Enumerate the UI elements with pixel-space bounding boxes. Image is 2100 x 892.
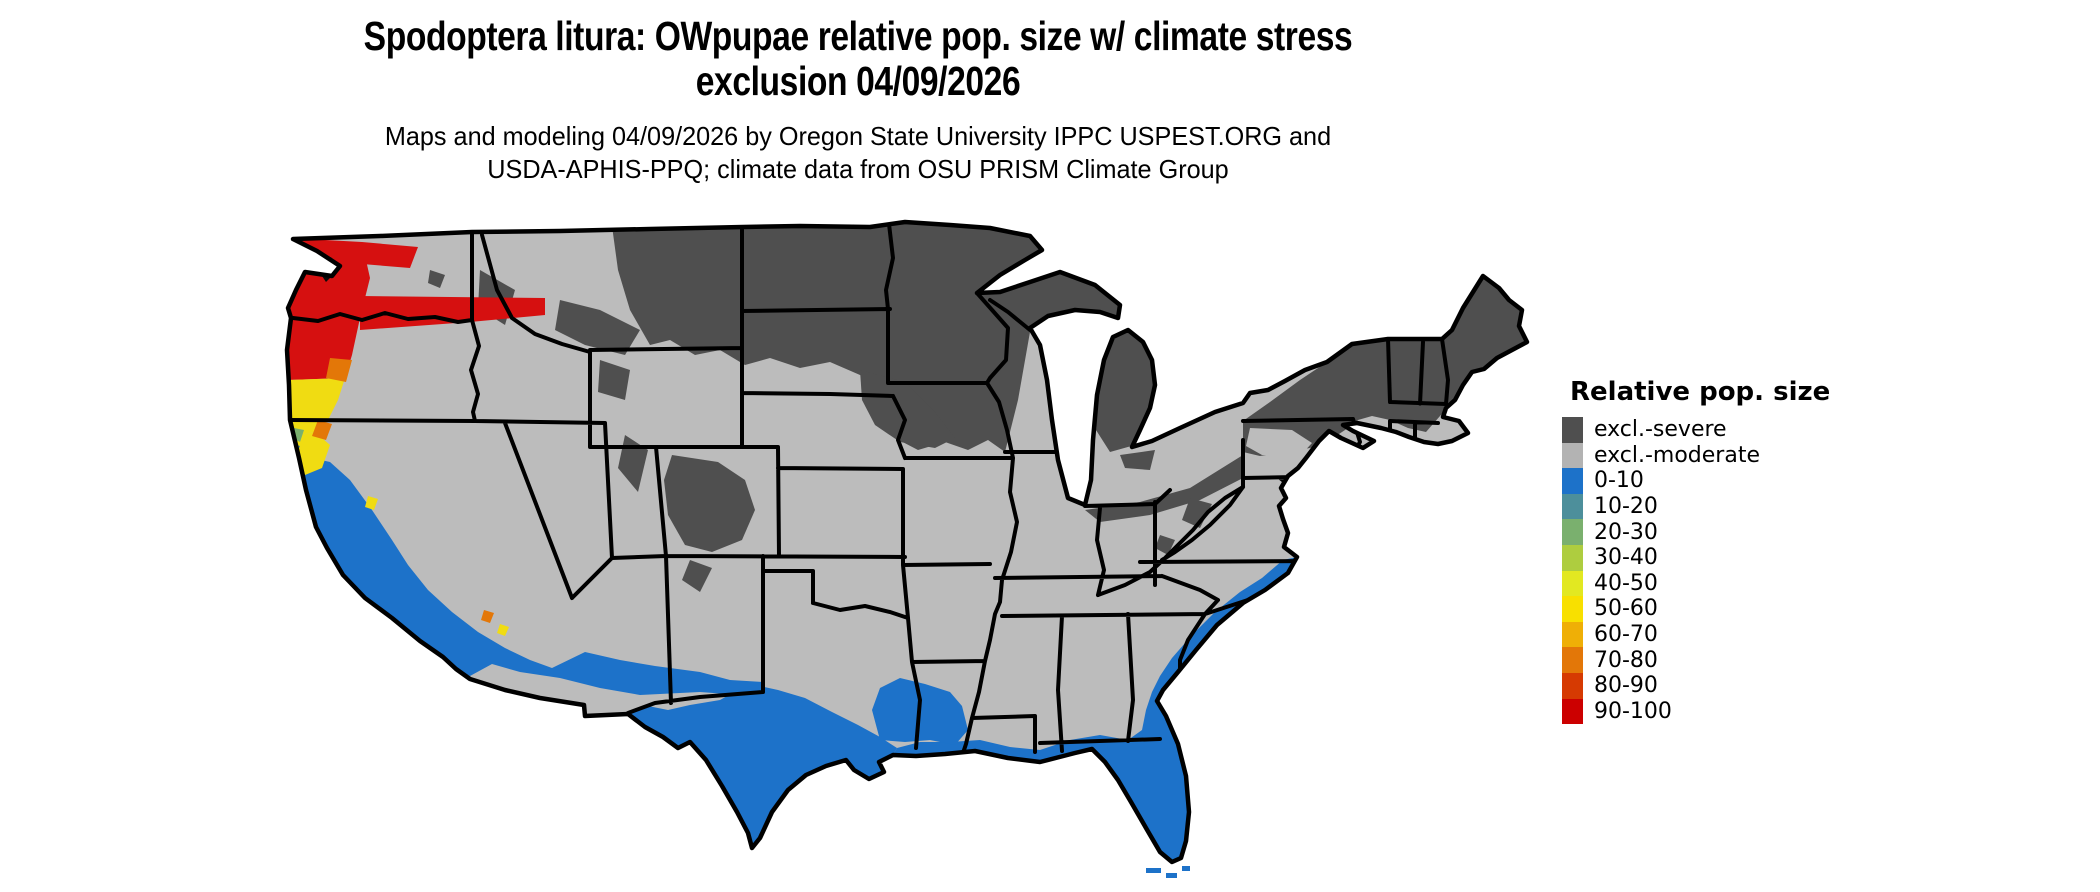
legend-label: excl.-moderate [1594, 442, 1760, 468]
legend-row: 50-60 [1562, 596, 1830, 622]
legend-swatch-excl-severe [1562, 417, 1583, 443]
map-subtitle-line2: USDA-APHIS-PPQ; climate data from OSU PR… [487, 154, 1229, 184]
map-title-line2: exclusion 04/09/2026 [695, 58, 1021, 104]
legend-swatch-0-10 [1562, 468, 1583, 494]
legend-label: 60-70 [1594, 622, 1658, 648]
legend-swatch-70-80 [1562, 647, 1583, 673]
legend-row: 60-70 [1562, 621, 1830, 648]
legend-swatch-50-60 [1562, 596, 1583, 622]
legend-row: excl.-moderate [1562, 442, 1830, 469]
map-subtitle-line1: Maps and modeling 04/09/2026 by Oregon S… [384, 121, 1332, 151]
moderate-patches [474, 428, 1312, 632]
legend-row: excl.-severe [1562, 417, 1830, 443]
legend-swatch-30-40 [1562, 544, 1583, 571]
legend-label: 10-20 [1594, 494, 1658, 520]
legend: Relative pop. size excl.-severe excl.-mo… [1562, 377, 1831, 725]
legend-label: 20-30 [1594, 519, 1658, 545]
legend-label: 70-80 [1594, 647, 1658, 673]
legend-label: 0-10 [1594, 468, 1644, 494]
legend-row: 10-20 [1562, 493, 1830, 520]
legend-swatch-80-90 [1562, 672, 1583, 699]
legend-row: 80-90 [1562, 672, 1830, 699]
header: Spodoptera litura: OWpupae relative pop.… [0, 14, 1716, 186]
legend-row: 30-40 [1562, 544, 1830, 571]
legend-swatch-90-100 [1562, 698, 1583, 725]
florida-keys [1146, 866, 1190, 878]
legend-row: 20-30 [1562, 519, 1830, 545]
legend-row: 40-50 [1562, 570, 1830, 597]
legend-label: 50-60 [1594, 596, 1658, 622]
legend-swatch-20-30 [1562, 519, 1583, 545]
legend-rows: excl.-severe excl.-moderate 0-10 10-20 2… [1562, 417, 1830, 725]
legend-swatch-10-20 [1562, 493, 1583, 520]
legend-label: excl.-severe [1594, 417, 1727, 443]
legend-heading: Relative pop. size [1570, 377, 1831, 407]
legend-label: 30-40 [1594, 545, 1658, 571]
legend-label: 80-90 [1594, 673, 1658, 699]
legend-row: 0-10 [1562, 468, 1830, 494]
legend-row: 70-80 [1562, 647, 1830, 673]
legend-swatch-excl-moderate [1562, 442, 1583, 469]
legend-swatch-40-50 [1562, 570, 1583, 597]
map-title-line1: Spodoptera litura: OWpupae relative pop.… [363, 13, 1353, 59]
legend-row: 90-100 [1562, 698, 1830, 725]
legend-label: 40-50 [1594, 570, 1658, 596]
legend-label: 90-100 [1594, 698, 1672, 724]
legend-swatch-60-70 [1562, 621, 1583, 648]
map-subtitle: Maps and modeling 04/09/2026 by Oregon S… [0, 120, 1716, 186]
